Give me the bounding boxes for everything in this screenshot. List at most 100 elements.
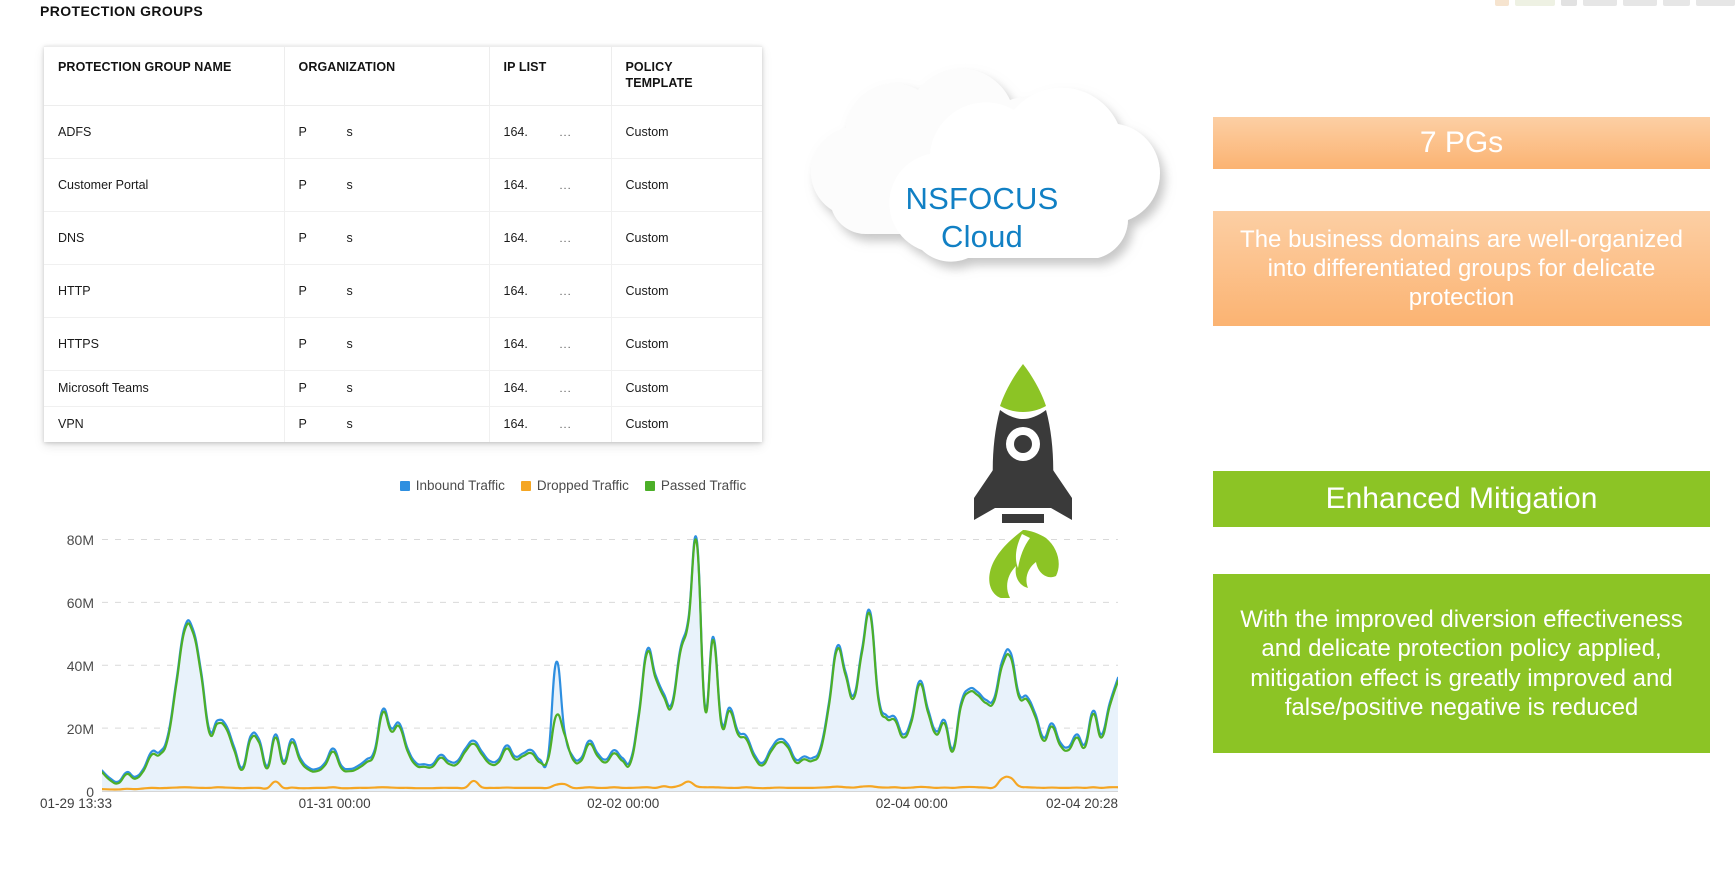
cell-policy-template: Custom [611, 158, 762, 212]
ip-prefix: 164. [503, 381, 528, 395]
organization-suffix: s [346, 177, 353, 192]
cell-protection-group-name: DNS [44, 211, 285, 265]
ip-ellipsis: ... [559, 419, 572, 432]
policy-template-line2: TEMPLATE [625, 75, 693, 90]
cell-policy-template: Custom [611, 370, 762, 407]
cell-policy-template: Custom [611, 211, 762, 265]
legend-label: Dropped Traffic [536, 478, 629, 493]
chart-series-line [102, 539, 1118, 783]
cut-off-chip-2 [1560, 0, 1577, 6]
legend-label: Passed Traffic [660, 478, 747, 493]
rocket-graphic [958, 358, 1088, 599]
column-header-ip-list[interactable]: IP LIST [489, 47, 612, 106]
chart-plot-area [102, 508, 1118, 792]
organization-suffix: s [346, 417, 353, 432]
cut-off-top-strip [1495, 0, 1735, 6]
cell-protection-group-name: HTTPS [44, 317, 285, 371]
ip-ellipsis: ... [559, 232, 572, 245]
cell-ip-list: 164.... [489, 370, 612, 407]
chart-x-axis: 01-29 13:33 01-31 00:00 02-02 00:00 02-04 0… [28, 796, 1118, 818]
mitigation-description-card: With the improved diversion effectivenes… [1213, 574, 1710, 753]
cell-protection-group-name: Microsoft Teams [44, 370, 285, 407]
chart-series-line [102, 777, 1118, 790]
y-tick-label: 60M [66, 594, 94, 611]
cloud-icon [810, 68, 1160, 262]
organization-suffix: s [346, 230, 353, 245]
legend-item-0[interactable]: Inbound Traffic [399, 478, 505, 493]
traffic-chart: Inbound Traffic Dropped Traffic Passed Tra… [28, 470, 1118, 862]
organization-suffix: s [346, 381, 353, 395]
cut-off-chip-4 [1622, 0, 1657, 6]
cut-off-chip-3 [1582, 0, 1617, 6]
protection-groups-table: PROTECTION GROUP NAME ORGANIZATION IP LI… [44, 46, 762, 442]
policy-template-line1: POLICY [625, 60, 673, 74]
ip-ellipsis: ... [559, 179, 572, 192]
pg-description-card: The business domains are well-organized … [1213, 211, 1710, 326]
legend-item-1[interactable]: Dropped Traffic [520, 478, 629, 493]
ip-prefix: 164. [503, 283, 528, 298]
ip-prefix: 164. [503, 417, 528, 432]
cell-ip-list: 164.... [489, 105, 612, 159]
cell-ip-list: 164.... [489, 264, 612, 318]
rocket-icon [974, 364, 1072, 599]
organization-suffix: s [346, 283, 353, 298]
cut-off-chip-1 [1515, 0, 1555, 6]
organization-suffix: s [346, 336, 353, 351]
chart-series-line [102, 536, 1118, 782]
ip-prefix: 164. [503, 124, 528, 139]
x-tick-label: 01-31 00:00 [298, 796, 371, 811]
cell-protection-group-name: Customer Portal [44, 158, 285, 212]
cell-policy-template: Custom [625, 417, 669, 432]
column-header-protection-group-name[interactable]: PROTECTION GROUP NAME [44, 47, 285, 106]
organization-prefix: P [298, 124, 307, 139]
y-tick-label: 80M [66, 531, 94, 548]
cell-policy-template: Custom [611, 317, 762, 371]
enhanced-mitigation-card: Enhanced Mitigation [1213, 471, 1710, 527]
x-tick-label: 02-02 00:00 [587, 796, 660, 811]
organization-prefix: P [298, 230, 307, 245]
legend-label: Inbound Traffic [415, 478, 505, 493]
organization-prefix: P [298, 283, 307, 298]
table-header-row: PROTECTION GROUP NAME ORGANIZATION IP LI… [44, 47, 762, 106]
ip-ellipsis: ... [559, 285, 572, 298]
legend-swatch-icon [520, 480, 531, 491]
ip-prefix: 164. [503, 336, 528, 351]
cut-off-chip-5 [1662, 0, 1690, 6]
organization-prefix: P [298, 336, 307, 351]
cut-off-chip-0 [1495, 0, 1510, 6]
cell-policy-template: Custom [611, 264, 762, 318]
chart-plot: 0 20M 40M 60M 80M 01-29 13:33 01-31 00:00 02-0… [28, 508, 1118, 828]
ip-ellipsis: ... [559, 126, 572, 139]
legend-item-2[interactable]: Passed Traffic [644, 478, 747, 493]
x-tick-label: 02-04 20:28 [1045, 796, 1118, 811]
organization-suffix: s [346, 124, 353, 139]
legend-swatch-icon [399, 480, 410, 491]
page-title: PROTECTION GROUPS [40, 3, 204, 19]
y-tick-label: 20M [66, 720, 94, 737]
cell-ip-list: 164.... [489, 158, 612, 212]
cell-policy-template: Custom [611, 105, 762, 159]
cell-protection-group-name: ADFS [44, 105, 285, 159]
cell-protection-group-name: HTTP [44, 264, 285, 318]
cell-ip-list: 164.... [489, 211, 612, 265]
y-tick-label: 0 [86, 784, 94, 800]
organization-prefix: P [298, 381, 307, 395]
column-header-policy-template[interactable]: POLICY TEMPLATE [611, 47, 762, 106]
organization-prefix: P [298, 417, 307, 432]
column-header-organization[interactable]: ORGANIZATION [284, 47, 490, 106]
ip-ellipsis: ... [559, 338, 572, 351]
